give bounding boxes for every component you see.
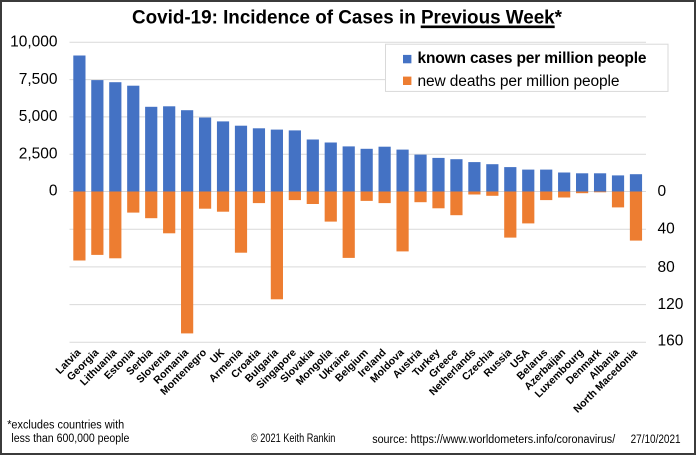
svg-text:2,500: 2,500: [19, 145, 58, 162]
svg-text:7,500: 7,500: [19, 71, 58, 88]
svg-text:120: 120: [658, 296, 684, 313]
svg-text:*excludes countries with: *excludes countries with: [7, 420, 124, 432]
svg-text:0: 0: [49, 183, 58, 200]
svg-text:10,000: 10,000: [10, 33, 58, 50]
svg-text:Covid-19: Incidence of Cases i: Covid-19: Incidence of Cases in Previous…: [132, 6, 562, 28]
svg-text:160: 160: [658, 332, 684, 349]
svg-text:© 2021 Keith Rankin: © 2021 Keith Rankin: [251, 433, 336, 445]
svg-text:40: 40: [658, 221, 676, 238]
svg-text:source: https://www.worldomet: source: https://www.worldometers.info/co…: [372, 434, 616, 446]
svg-text:5,000: 5,000: [19, 108, 58, 125]
svg-text:27/10/2021: 27/10/2021: [631, 434, 681, 446]
svg-text:less than 600,000 people: less than 600,000 people: [11, 433, 129, 445]
svg-text:known cases per million people: known cases per million people: [418, 50, 647, 67]
svg-text:new deaths per million people: new deaths per million people: [418, 73, 620, 90]
svg-text:80: 80: [658, 259, 676, 276]
svg-text:0: 0: [658, 183, 667, 200]
